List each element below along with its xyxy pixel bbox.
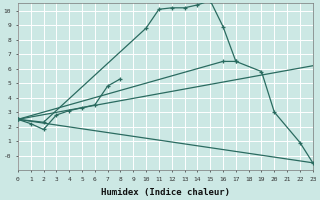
X-axis label: Humidex (Indice chaleur): Humidex (Indice chaleur) — [101, 188, 230, 197]
